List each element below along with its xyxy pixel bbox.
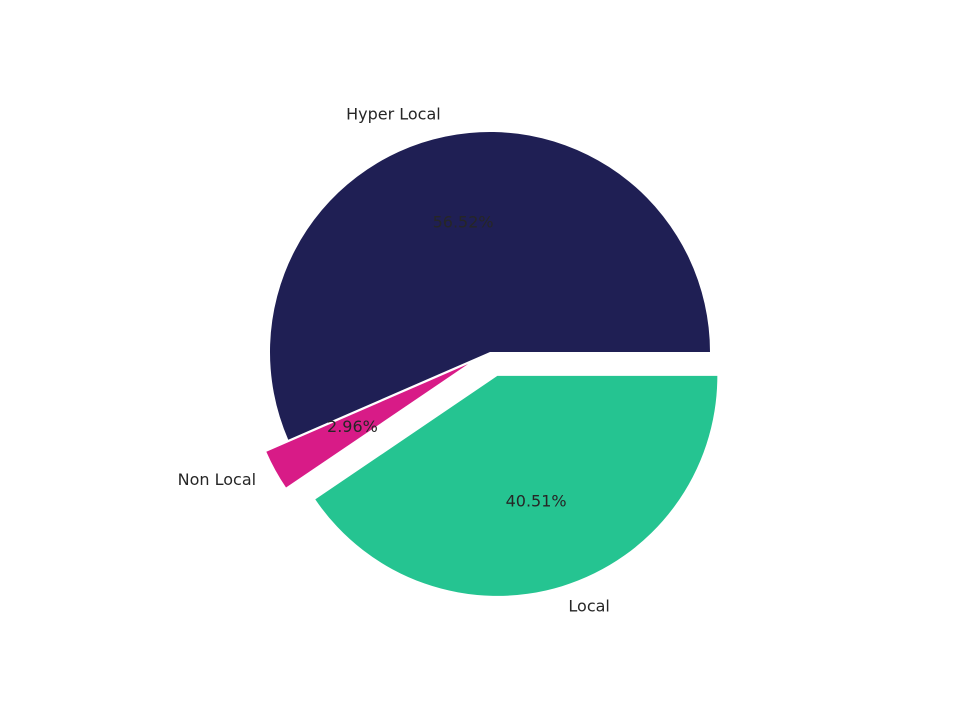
slice-label: Hyper Local — [346, 105, 441, 124]
slice-label: Non Local — [178, 470, 256, 489]
pie-slice — [315, 375, 718, 596]
value-label: 56.52% — [433, 212, 494, 231]
pie-slice — [269, 131, 710, 440]
value-label: 40.51% — [506, 492, 567, 511]
slice-label: Local — [568, 597, 609, 616]
pie-slice — [266, 364, 469, 488]
value-label: 2.96% — [327, 417, 378, 436]
